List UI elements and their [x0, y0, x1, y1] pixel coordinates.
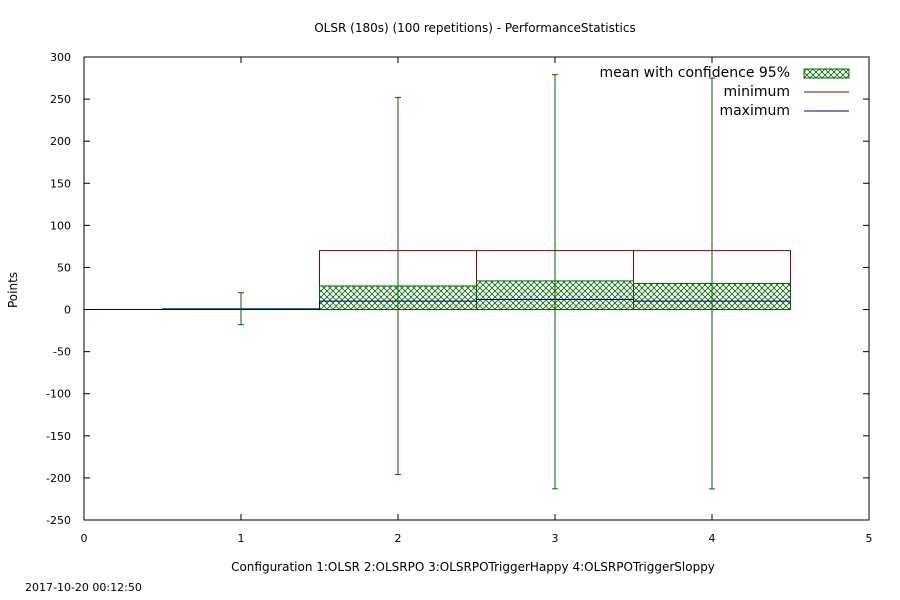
- y-tick-label--200: -200: [46, 472, 71, 485]
- x-tick-label-5: 5: [866, 532, 873, 545]
- x-tick-label-3: 3: [552, 532, 559, 545]
- x-tick-label-0: 0: [81, 532, 88, 545]
- plot-area: 300 250 200 150 100 50 0 -50 -100 -150 -200 -250 0 1 2…: [46, 51, 872, 545]
- maximum-line: [84, 298, 791, 311]
- x-tick-label-1: 1: [238, 532, 245, 545]
- y-tick-label--100: -100: [46, 388, 71, 401]
- x-tick-label-2: 2: [395, 532, 402, 545]
- legend-label-3: maximum: [719, 103, 790, 119]
- legend-label-2: minimum: [724, 84, 790, 100]
- y-tick-label-150: 150: [50, 177, 71, 190]
- y-tick-label-200: 200: [50, 135, 71, 148]
- y-tick-label-0: 0: [64, 304, 71, 317]
- y-tick-label-300: 300: [50, 51, 71, 64]
- legend-label-1: mean with confidence 95%: [599, 65, 790, 81]
- y-tick-label-50: 50: [57, 261, 71, 274]
- x-tick-label-4: 4: [709, 532, 716, 545]
- plot-border: [83, 56, 870, 521]
- x-axis-label: Configuration 1:OLSR 2:OLSRPO 3:OLSRPOTr…: [231, 560, 715, 574]
- y-tick-label--250: -250: [46, 514, 71, 527]
- chart-title: OLSR (180s) (100 repetitions) - Performa…: [314, 21, 636, 35]
- y-tick-label-250: 250: [50, 93, 71, 106]
- y-axis-label: Points: [6, 272, 20, 308]
- legend-swatch-1: [803, 68, 850, 79]
- legend: mean with confidence 95% minimum maximum: [599, 65, 850, 119]
- y-tick-label-100: 100: [50, 219, 71, 232]
- y-tick-label--150: -150: [46, 430, 71, 443]
- timestamp: 2017-10-20 00:12:50: [25, 581, 142, 594]
- y-tick-label--50: -50: [53, 346, 71, 359]
